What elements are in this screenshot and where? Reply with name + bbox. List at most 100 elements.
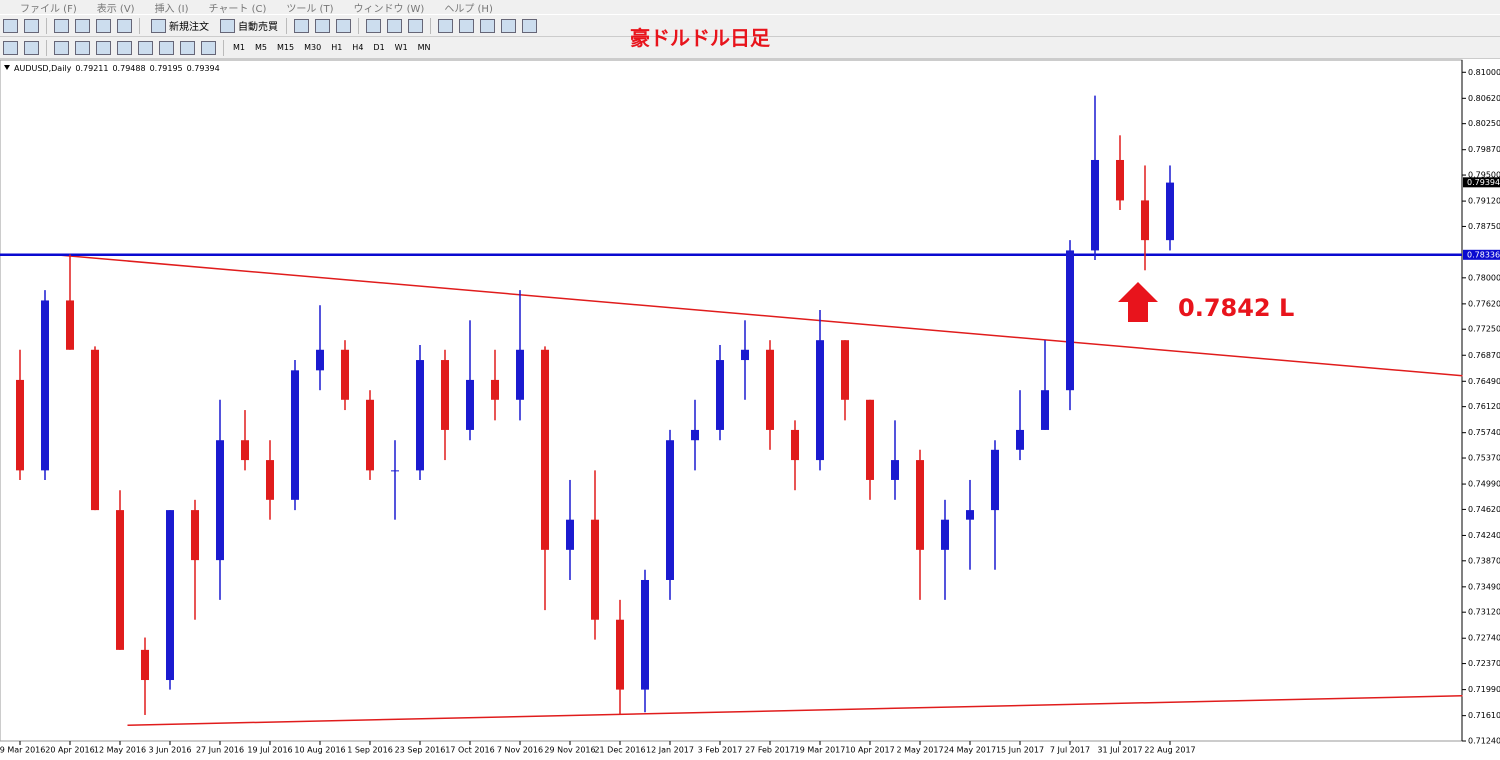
menu-item[interactable]: チャート (C): [208, 3, 267, 15]
candle-body: [991, 449, 999, 511]
x-tick-label: 10 Aug 2016: [294, 746, 345, 755]
candle-body: [491, 379, 499, 400]
x-tick-label: 29 Nov 2016: [544, 746, 595, 755]
x-tick-label: 31 Jul 2017: [1097, 746, 1142, 755]
menu-item[interactable]: ヘルプ (H): [444, 3, 493, 15]
candle-body: [516, 349, 524, 400]
plot-frame: [0, 59, 1463, 742]
timeframe-button[interactable]: M1: [233, 43, 245, 52]
button-label: 自動売買: [238, 22, 278, 33]
y-tick-label: 0.76490: [1468, 377, 1500, 386]
candle-body: [791, 429, 799, 461]
x-tick-label: 7 Jul 2017: [1050, 746, 1090, 755]
symbol-info: AUDUSD,Daily 0.79211 0.79488 0.79195 0.79394: [14, 64, 220, 73]
x-tick-label: 27 Feb 2017: [745, 746, 795, 755]
auto-trading-button[interactable]: 自動売買: [214, 17, 281, 34]
menu-item[interactable]: 表示 (V): [96, 3, 135, 15]
annotation: 0.7842 L: [1178, 294, 1294, 322]
x-tick-label: 17 Oct 2016: [445, 746, 494, 755]
new-order-button[interactable]: 新規注文: [145, 17, 212, 34]
candle-body: [191, 510, 199, 561]
y-tick-label: 0.71240: [1468, 737, 1500, 746]
price-tag: [1463, 249, 1500, 260]
timeframe-button[interactable]: H1: [331, 43, 343, 52]
candle-body: [1066, 250, 1074, 391]
timeframe-button[interactable]: M30: [304, 43, 322, 52]
candle-body: [141, 649, 149, 681]
x-tick-label: 1 Sep 2016: [347, 746, 393, 755]
candle-body: [1041, 390, 1049, 430]
ohlc-value: 0.79394: [187, 64, 220, 73]
x-tick-label: 23 Sep 2016: [395, 746, 446, 755]
x-tick-label: 24 May 2017: [944, 746, 996, 755]
candle-body: [691, 429, 699, 441]
x-tick-label: 27 Jun 2016: [196, 746, 244, 755]
y-tick-label: 0.76120: [1468, 402, 1500, 411]
trendline: [52, 253, 1463, 377]
timeframe-button[interactable]: M5: [255, 43, 267, 52]
y-tick-label: 0.74990: [1468, 480, 1500, 489]
candle-body: [416, 360, 424, 471]
menu-item[interactable]: 挿入 (I): [154, 3, 189, 15]
y-tick-label: 0.72740: [1468, 634, 1500, 643]
trendline: [127, 695, 1463, 726]
candle-body: [541, 349, 549, 550]
y-tick-label: 0.72370: [1468, 659, 1500, 668]
timeframe-button[interactable]: MN: [417, 43, 431, 52]
candle-body: [966, 510, 974, 520]
candle-body: [741, 349, 749, 361]
y-tick-label: 0.75370: [1468, 454, 1500, 463]
candle-body: [66, 300, 74, 350]
y-tick-label: 0.75740: [1468, 428, 1500, 437]
annotation-arrow: [1118, 282, 1158, 322]
candle-body: [1116, 159, 1124, 201]
heading: 豪ドルドル日足: [630, 26, 770, 50]
candle-body: [816, 340, 824, 461]
y-tick-label: 0.80250: [1468, 119, 1500, 128]
candle-body: [1091, 159, 1099, 251]
candle-body: [216, 440, 224, 561]
candle-body: [941, 519, 949, 550]
timeframe-button[interactable]: H4: [352, 43, 364, 52]
y-tick-label: 0.71610: [1468, 711, 1500, 720]
candle-body: [441, 360, 449, 430]
y-tick-label: 0.74240: [1468, 531, 1500, 540]
toolbar: M1 M5 M15 M30 H1 H4 D1 W1 MN: [0, 37, 1500, 59]
candle-body: [116, 510, 124, 650]
x-tick-label: 12 Jan 2017: [646, 746, 694, 755]
candle-body: [566, 519, 574, 550]
x-tick-label: 10 Apr 2017: [845, 746, 894, 755]
y-tick-label: 0.74620: [1468, 505, 1500, 514]
timeframe-button[interactable]: W1: [394, 43, 408, 52]
y-tick-label: 0.77620: [1468, 299, 1500, 308]
timeframe-button[interactable]: D1: [373, 43, 385, 52]
candle-body: [591, 519, 599, 620]
x-tick-label: 19 Jul 2016: [247, 746, 292, 755]
candle-body: [666, 440, 674, 580]
price-tag-label: 0.78336: [1467, 250, 1500, 259]
y-tick-label: 0.73490: [1468, 582, 1500, 591]
menu-item[interactable]: ウィンドウ (W): [353, 3, 425, 15]
y-tick-label: 0.71990: [1468, 685, 1500, 694]
menu-item[interactable]: ファイル (F): [20, 3, 77, 15]
x-tick-label: 29 Mar 2016: [0, 746, 45, 755]
candle-body: [1141, 200, 1149, 241]
candle-body: [641, 579, 649, 690]
y-tick-label: 0.81000: [1468, 68, 1500, 77]
menu-item[interactable]: ツール (T): [286, 3, 334, 15]
y-tick-label: 0.77250: [1468, 325, 1500, 334]
x-tick-label: 19 Mar 2017: [795, 746, 846, 755]
candle-body: [766, 349, 774, 430]
candle-body: [291, 370, 299, 500]
symbol: AUDUSD,Daily: [14, 64, 72, 73]
candle-body: [891, 460, 899, 480]
timeframe-button[interactable]: M15: [277, 43, 295, 52]
x-tick-label: 2 May 2017: [896, 746, 943, 755]
x-tick-label: 20 Apr 2016: [45, 746, 94, 755]
candle-body: [41, 300, 49, 471]
x-tick-label: 3 Jun 2016: [148, 746, 191, 755]
x-tick-label: 12 May 2016: [94, 746, 146, 755]
toolbar: 新規注文 自動売買: [0, 15, 1500, 37]
ohlc-value: 0.79488: [112, 64, 145, 73]
